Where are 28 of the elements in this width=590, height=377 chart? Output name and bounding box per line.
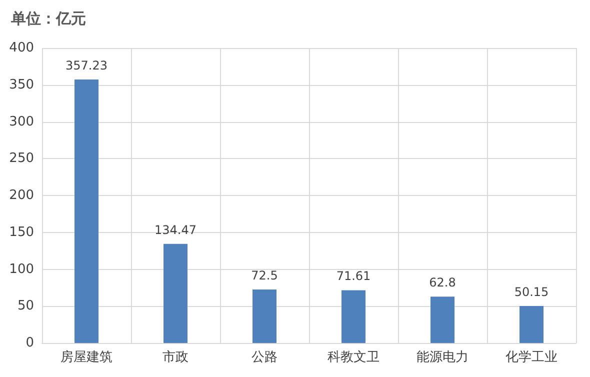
y-tick-label: 300 [9, 114, 34, 130]
bar [342, 290, 366, 343]
bar [164, 244, 188, 343]
data-label: 62.8 [429, 276, 456, 290]
x-tick-label: 公路 [252, 350, 278, 365]
x-tick-label: 房屋建筑 [60, 349, 112, 365]
bar [520, 306, 544, 343]
y-tick-label: 400 [9, 40, 34, 56]
bar [74, 80, 98, 343]
data-label: 50.15 [514, 285, 549, 300]
y-tick-label: 250 [9, 151, 34, 166]
y-tick-label: 200 [9, 188, 34, 203]
x-tick-label: 市政 [162, 350, 188, 365]
y-tick-label: 350 [9, 77, 34, 92]
y-tick-label: 100 [9, 262, 34, 277]
y-tick-label: 0 [26, 336, 34, 350]
y-tick-label: 50 [17, 298, 34, 314]
y-tick-label: 150 [9, 224, 34, 240]
data-label: 72.5 [251, 268, 278, 283]
data-label: 134.47 [154, 222, 196, 237]
y-axis-title: 单位：亿元 [10, 10, 86, 28]
data-label: 357.23 [66, 58, 108, 73]
x-tick-label: 科教文卫 [328, 350, 380, 365]
data-label: 71.61 [336, 269, 371, 284]
x-tick-label: 化学工业 [506, 350, 558, 365]
x-tick-label: 能源电力 [416, 350, 468, 365]
bar [430, 296, 454, 343]
bar [252, 290, 276, 343]
